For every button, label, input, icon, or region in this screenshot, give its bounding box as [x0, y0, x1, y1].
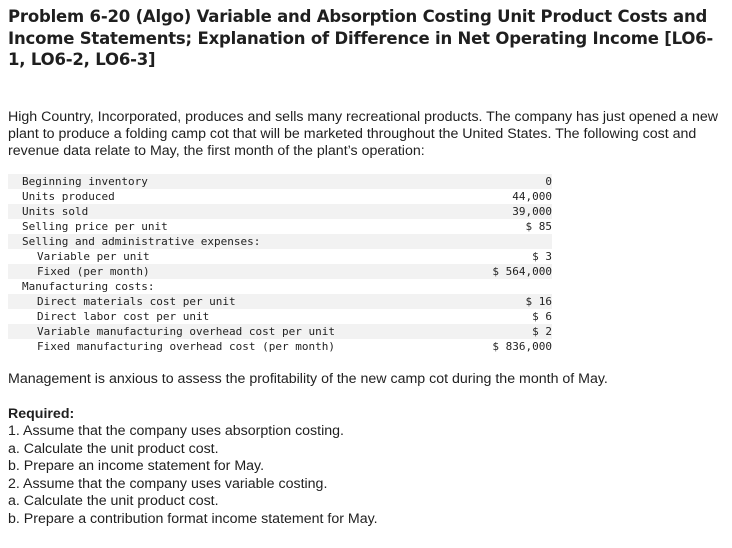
required-heading: Required:: [8, 405, 75, 422]
cost-revenue-table: Beginning inventory 0 Units produced 44,000…: [8, 173, 552, 354]
required-item: b. Prepare an income statement for May.: [8, 458, 265, 474]
problem-page: Problem 6-20 (Algo) Variable and Absorpt…: [8, 6, 724, 528]
row-value: [432, 233, 552, 249]
row-label: Selling price per unit: [22, 219, 168, 233]
management-statement: Management is anxious to assess the prof…: [8, 370, 608, 387]
row-value: $ 2: [432, 323, 552, 339]
row-value: $ 3: [532, 249, 552, 263]
table-row: Units produced 44,000: [8, 189, 552, 204]
row-value: [432, 279, 552, 294]
row-label: Manufacturing costs:: [22, 279, 155, 293]
row-label: Direct labor cost per unit: [37, 309, 210, 323]
row-value: $ 836,000: [492, 339, 552, 353]
row-label: Units sold: [8, 203, 432, 219]
row-label: Variable per unit: [37, 249, 150, 263]
required-section: Required: 1. Assume that the company use…: [8, 406, 724, 529]
table-row: Direct labor cost per unit $ 6: [8, 309, 552, 324]
row-label: Fixed manufacturing overhead cost (per m…: [37, 339, 336, 353]
problem-title: Problem 6-20 (Algo) Variable and Absorpt…: [8, 7, 714, 69]
row-label: Fixed (per month): [8, 263, 432, 279]
row-value: $ 16: [432, 293, 552, 309]
row-label: Beginning inventory: [8, 173, 432, 189]
table-row: Units sold 39,000: [8, 203, 552, 219]
row-label: Direct materials cost per unit: [8, 293, 432, 309]
table-row: Direct materials cost per unit $ 16: [8, 293, 552, 309]
required-item: a. Calculate the unit product cost.: [8, 440, 219, 457]
row-label: Units produced: [22, 189, 115, 203]
row-value: $ 6: [532, 309, 552, 323]
required-item: b. Prepare a contribution format income …: [8, 510, 378, 527]
required-item: 1. Assume that the company uses absorpti…: [8, 423, 344, 439]
table-row: Manufacturing costs:: [8, 279, 552, 294]
table-row: Fixed manufacturing overhead cost (per m…: [8, 339, 552, 354]
row-value: $ 564,000: [432, 263, 552, 279]
table-row: Selling price per unit $ 85: [8, 219, 552, 234]
table-row: Selling and administrative expenses:: [8, 233, 552, 249]
row-label: Variable manufacturing overhead cost per…: [8, 323, 432, 339]
row-label: Selling and administrative expenses:: [8, 233, 432, 249]
table-row: Beginning inventory 0: [8, 173, 552, 189]
problem-intro: High Country, Incorporated, produces and…: [8, 108, 719, 159]
required-item: 2. Assume that the company uses variable…: [8, 475, 328, 492]
row-value: $ 85: [525, 219, 553, 233]
row-value: 44,000: [512, 189, 552, 203]
table-row: Fixed (per month) $ 564,000: [8, 263, 552, 279]
row-value: 0: [432, 173, 552, 189]
required-item: a. Calculate the unit product cost.: [8, 493, 219, 509]
table-row: Variable per unit $ 3: [8, 249, 552, 264]
table-row: Variable manufacturing overhead cost per…: [8, 323, 552, 339]
row-value: 39,000: [432, 203, 552, 219]
